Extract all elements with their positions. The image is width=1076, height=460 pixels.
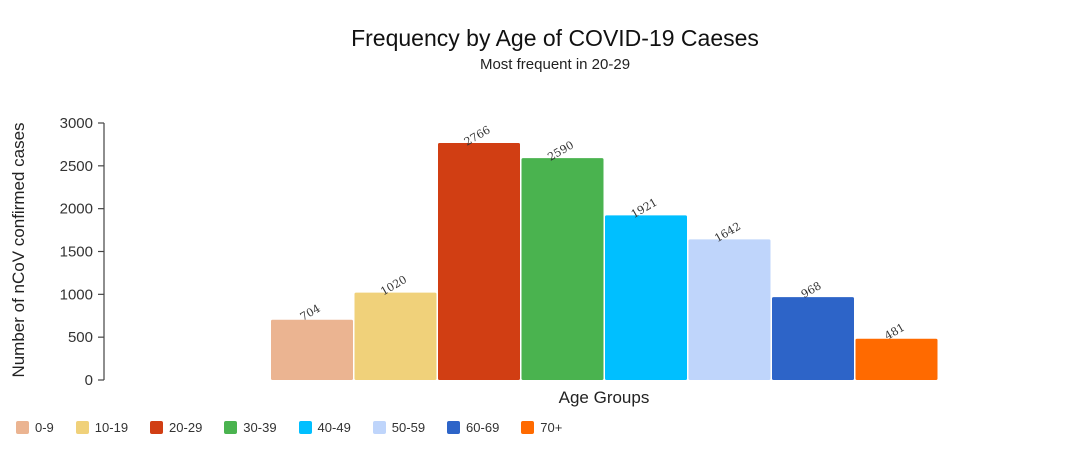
y-tick-label: 2000 <box>60 201 93 218</box>
legend-label: 70+ <box>540 420 563 435</box>
legend-label: 50-59 <box>391 420 426 435</box>
y-axis-label: Number of nCoV confirmed cases <box>9 122 28 377</box>
bar-70plus[interactable] <box>855 338 938 380</box>
bar-40-49[interactable] <box>605 215 687 380</box>
y-tick-label: 2500 <box>60 158 93 175</box>
bar-50-59[interactable] <box>688 239 771 380</box>
legend-swatch <box>521 421 535 434</box>
legend-label: 0-9 <box>35 420 54 435</box>
legend-item-50-59[interactable]: 50-59 <box>372 420 426 435</box>
legend-label: 20-29 <box>169 420 203 435</box>
y-ticks: 0 500 1000 1500 2000 2500 3000 <box>60 115 104 389</box>
bar-20-29[interactable] <box>438 143 520 380</box>
legend-label: 40-49 <box>317 420 351 435</box>
legend-swatch <box>372 421 386 434</box>
legend-item-30-39[interactable]: 30-39 <box>224 420 277 435</box>
bar-30-39[interactable] <box>521 158 604 380</box>
legend-label: 10-19 <box>94 420 129 435</box>
legend-swatch <box>298 421 312 434</box>
legend-swatch <box>224 421 238 434</box>
bar-chart: Frequency by Age of COVID-19 Caeses Most… <box>9 25 938 407</box>
x-axis-label: Age Groups <box>559 388 650 407</box>
bars <box>271 143 938 380</box>
legend-label: 60-69 <box>466 420 500 435</box>
bar-0-9[interactable] <box>271 319 353 380</box>
chart-subtitle: Most frequent in 20-29 <box>480 56 630 73</box>
legend-swatch <box>16 421 29 434</box>
bar-60-69[interactable] <box>772 297 854 380</box>
legend-item-60-69[interactable]: 60-69 <box>447 420 499 435</box>
y-tick-label: 1000 <box>60 286 93 303</box>
legend-item-0-9[interactable]: 0-9 <box>16 420 54 435</box>
y-tick-label: 1500 <box>60 244 93 261</box>
legend-item-40-49[interactable]: 40-49 <box>298 420 351 435</box>
bar-10-19[interactable] <box>354 292 437 380</box>
legend-item-10-19[interactable]: 10-19 <box>75 420 129 435</box>
legend: 0-9 10-19 20-29 30-39 40-49 50-59 60-69 70+ <box>16 420 584 435</box>
legend-label: 30-39 <box>243 420 277 435</box>
legend-swatch <box>150 421 164 434</box>
y-tick-label: 3000 <box>60 115 93 132</box>
legend-swatch <box>75 421 89 434</box>
legend-swatch <box>447 421 461 434</box>
legend-item-70plus[interactable]: 70+ <box>521 420 562 435</box>
chart-title: Frequency by Age of COVID-19 Caeses <box>351 25 759 51</box>
legend-item-20-29[interactable]: 20-29 <box>150 420 202 435</box>
y-tick-label: 0 <box>85 372 93 389</box>
y-tick-label: 500 <box>68 329 93 346</box>
